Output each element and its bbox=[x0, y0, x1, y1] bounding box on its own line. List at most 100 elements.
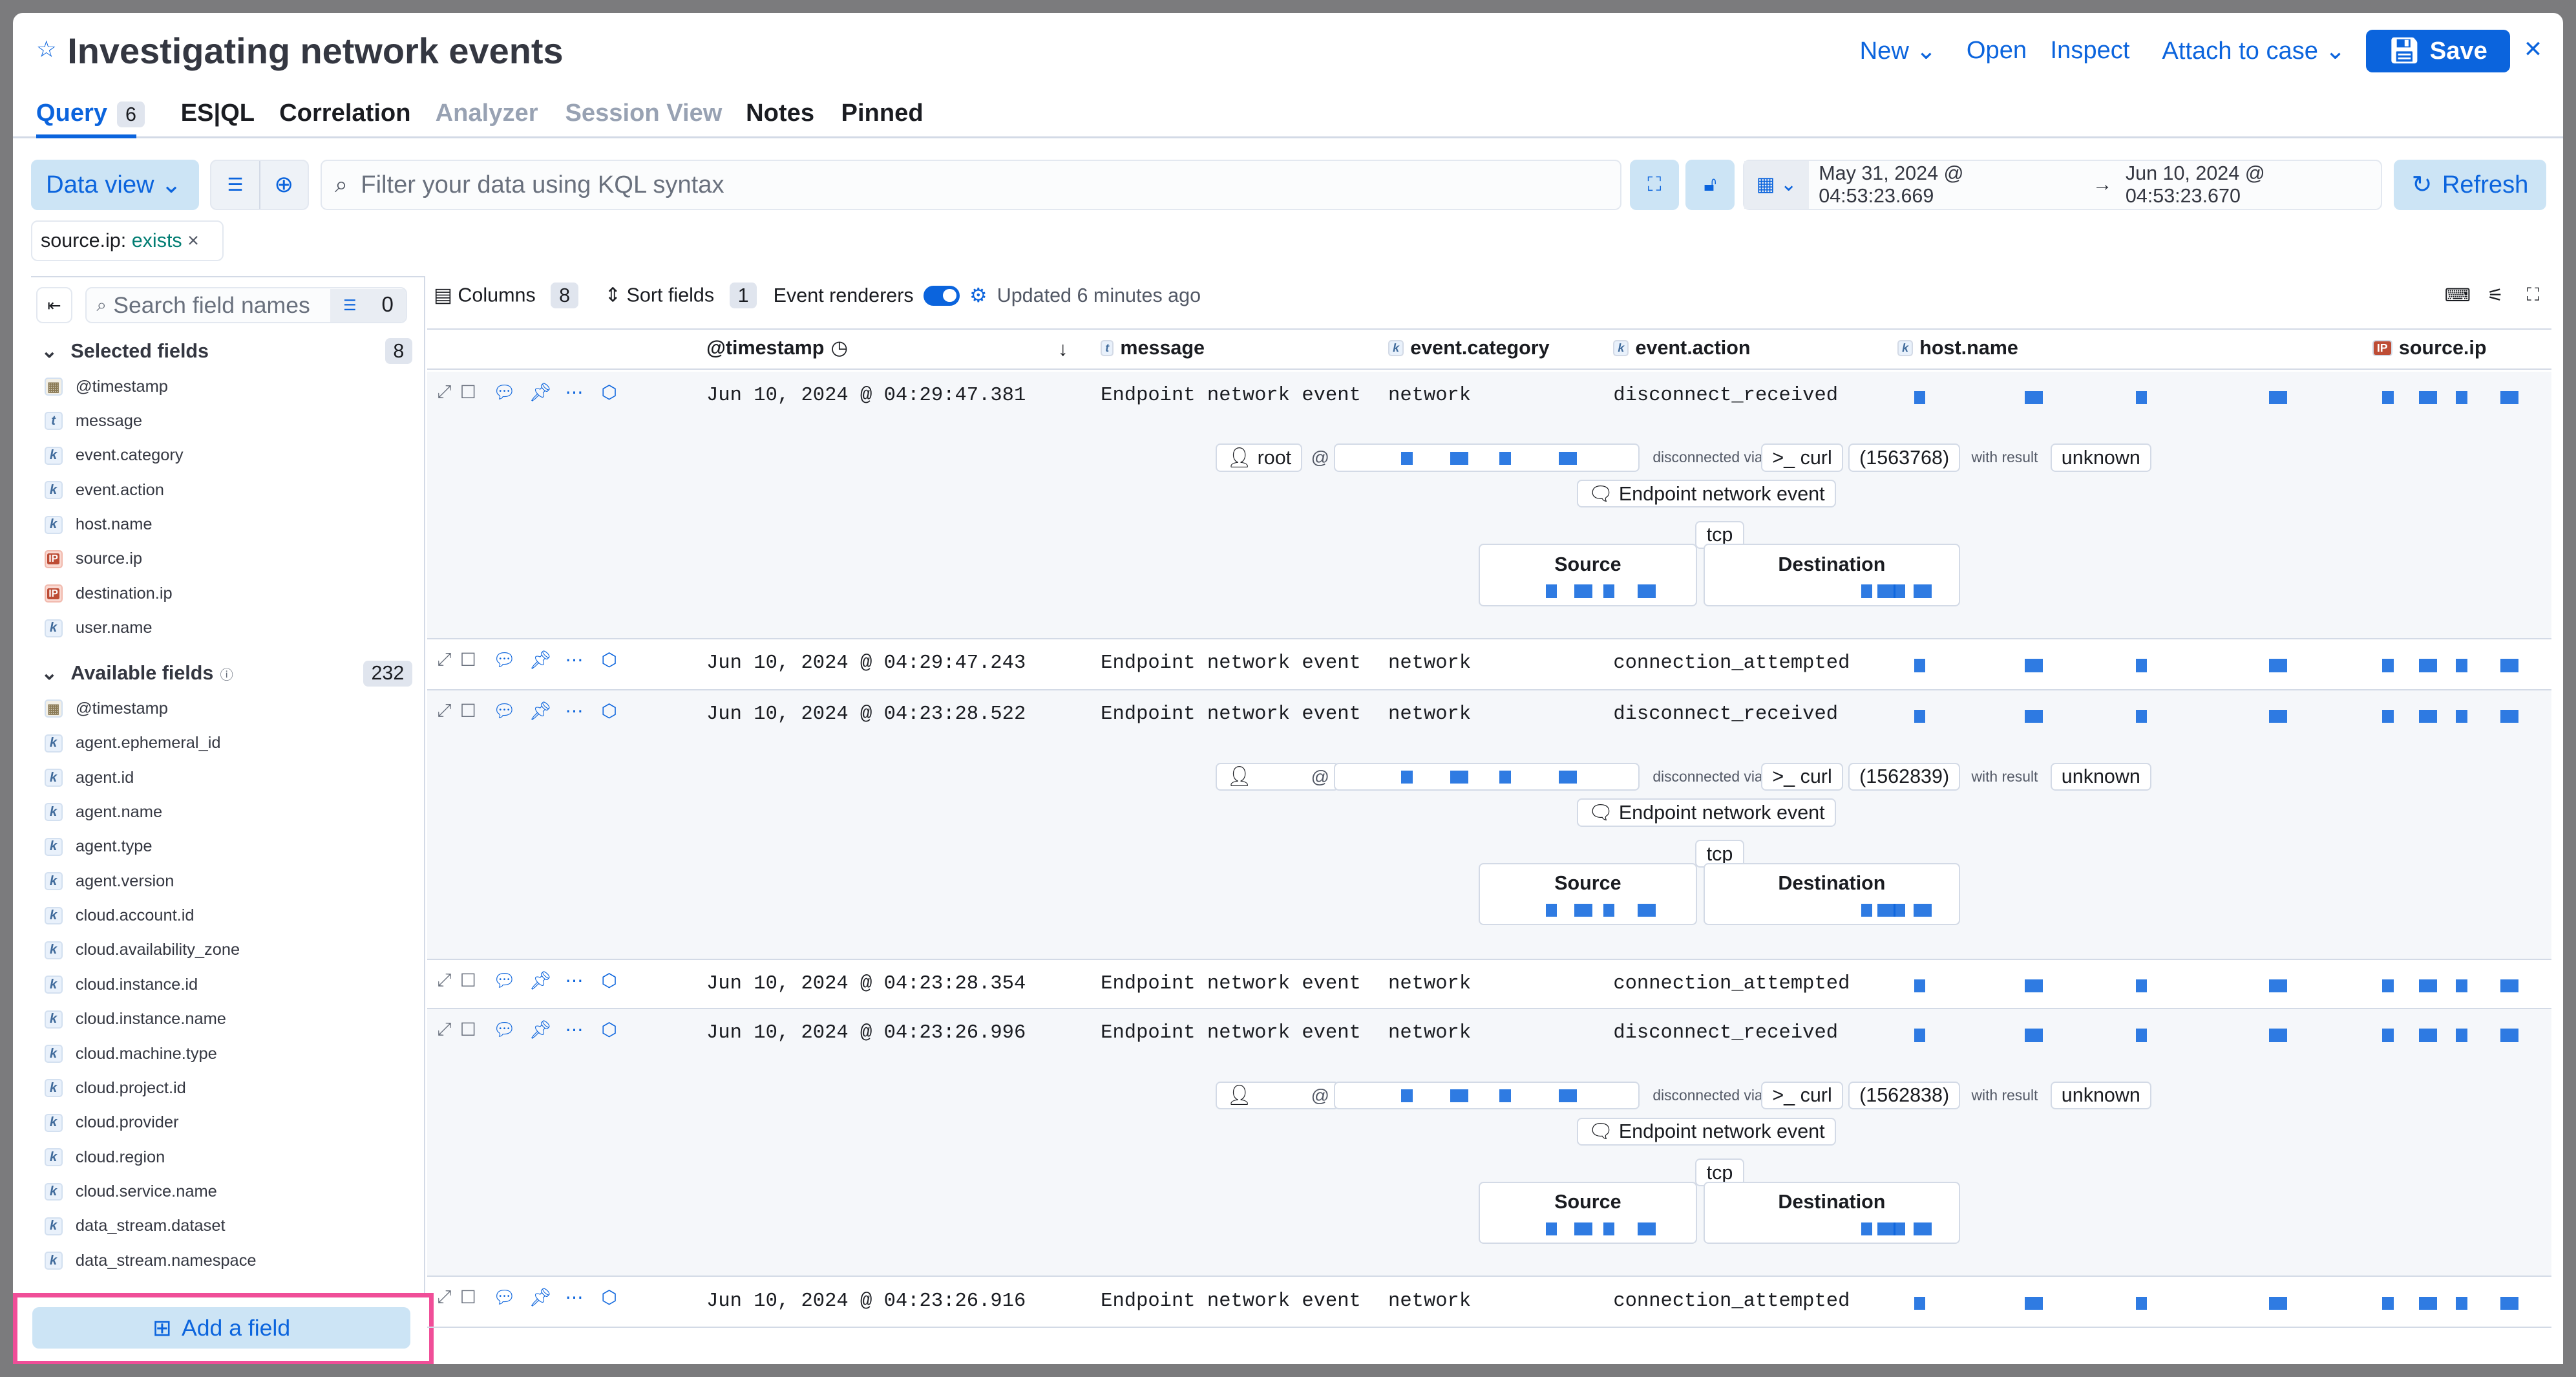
expand-icon[interactable]: ⤢ bbox=[437, 699, 452, 720]
add-filter-icon[interactable]: ⊕ bbox=[274, 171, 294, 198]
select-checkbox[interactable]: ☐ bbox=[459, 1019, 476, 1040]
help-icon[interactable]: ⓘ bbox=[220, 668, 233, 683]
column-header[interactable]: t message bbox=[1101, 337, 1205, 359]
remove-filter-icon[interactable]: × bbox=[187, 229, 199, 251]
expand-icon[interactable]: ⤢ bbox=[437, 969, 452, 990]
note-icon[interactable]: 💬︎ bbox=[492, 970, 516, 990]
selected-fields-header[interactable]: ⌄ Selected fields 8 bbox=[31, 333, 413, 369]
date-end[interactable]: Jun 10, 2024 @ 04:53:23.670 bbox=[2125, 162, 2265, 207]
field-item[interactable]: k data_stream.dataset bbox=[31, 1209, 412, 1243]
more-actions-icon[interactable]: ⋯ bbox=[565, 970, 584, 990]
field-item[interactable]: ▦ @timestamp bbox=[31, 692, 412, 726]
process-pill[interactable]: >_ curl bbox=[1761, 762, 1843, 791]
pid-pill[interactable]: (1562838) bbox=[1848, 1081, 1961, 1109]
analyze-event-icon[interactable]: ⬡ bbox=[601, 1019, 617, 1040]
field-item[interactable]: k event.category bbox=[31, 438, 412, 473]
process-pill[interactable]: >_ curl bbox=[1761, 443, 1843, 472]
table-row[interactable]: ⤢ ☐ 💬︎ 📌︎ ⋯ ⬡ Jun 10, 2024 @ 04:23:28.354 Endpo… bbox=[427, 960, 2551, 1009]
field-item[interactable]: IP source.ip bbox=[31, 542, 412, 576]
expand-icon[interactable]: ⤢ bbox=[437, 1286, 452, 1307]
columns-button[interactable]: ▤ Columns 8 bbox=[434, 283, 578, 309]
table-row[interactable]: ⤢ ☐ 💬︎ 📌︎ ⋯ ⬡ Jun 10, 2024 @ 04:29:47.243 Endpo… bbox=[427, 639, 2551, 690]
tab-pinned[interactable]: Pinned bbox=[841, 99, 924, 127]
result-pill[interactable]: unknown bbox=[2050, 762, 2152, 791]
analyze-event-icon[interactable]: ⬡ bbox=[601, 381, 617, 402]
event-renderers-toggle[interactable] bbox=[923, 286, 960, 306]
field-type-filter[interactable]: ☰ 0 bbox=[330, 288, 406, 322]
field-item[interactable]: k cloud.project.id bbox=[31, 1071, 412, 1105]
message-pill[interactable]: 🗨︎ Endpoint network event bbox=[1577, 798, 1836, 827]
query-builder-icon[interactable]: ⛶ bbox=[1629, 159, 1679, 211]
pin-icon[interactable]: 📌︎ bbox=[529, 1019, 553, 1040]
add-field-button[interactable]: ⊞ Add a field bbox=[32, 1307, 410, 1349]
message-pill[interactable]: 🗨︎ Endpoint network event bbox=[1577, 480, 1836, 508]
column-header[interactable]: k event.action bbox=[1613, 337, 1750, 359]
pin-icon[interactable]: 📌︎ bbox=[529, 381, 553, 402]
table-row[interactable]: ⤢ ☐ 💬︎ 📌︎ ⋯ ⬡ Jun 10, 2024 @ 04:23:28.522 Endpo… bbox=[427, 690, 2551, 960]
data-view-button[interactable]: Data view ⌄ bbox=[31, 159, 199, 211]
calendar-icon[interactable]: ▦ ⌄ bbox=[1744, 161, 1809, 209]
field-item[interactable]: k agent.ephemeral_id bbox=[31, 726, 412, 760]
sort-descending-icon[interactable]: ↓ bbox=[1058, 338, 1068, 361]
analyze-event-icon[interactable]: ⬡ bbox=[601, 700, 617, 721]
attach-to-case-button[interactable]: Attach to case ⌄ bbox=[2162, 36, 2346, 65]
field-item[interactable]: k cloud.provider bbox=[31, 1105, 412, 1140]
filter-pill[interactable]: source.ip: exists × bbox=[31, 220, 224, 262]
field-item[interactable]: k cloud.machine.type bbox=[31, 1036, 412, 1071]
expand-icon[interactable]: ⤢ bbox=[437, 1019, 452, 1040]
table-row[interactable]: ⤢ ☐ 💬︎ 📌︎ ⋯ ⬡ Jun 10, 2024 @ 04:23:26.916 Endpo… bbox=[427, 1277, 2551, 1328]
table-row[interactable]: ⤢ ☐ 💬︎ 📌︎ ⋯ ⬡ Jun 10, 2024 @ 04:29:47.381 Endpo… bbox=[427, 371, 2551, 639]
note-icon[interactable]: 💬︎ bbox=[492, 650, 516, 670]
tab-es-ql[interactable]: ES|QL bbox=[181, 99, 255, 127]
column-header[interactable]: IP source.ip bbox=[2372, 337, 2487, 359]
field-item[interactable]: IP destination.ip bbox=[31, 577, 412, 611]
select-checkbox[interactable]: ☐ bbox=[459, 700, 476, 721]
save-button[interactable]: 💾︎ Save bbox=[2365, 29, 2511, 72]
tab-correlation[interactable]: Correlation bbox=[279, 99, 410, 127]
analyze-event-icon[interactable]: ⬡ bbox=[601, 1287, 617, 1308]
field-item[interactable]: t message bbox=[31, 404, 412, 438]
field-item[interactable]: k agent.name bbox=[31, 795, 412, 829]
field-item[interactable]: k cloud.account.id bbox=[31, 899, 412, 933]
note-icon[interactable]: 💬︎ bbox=[492, 1287, 516, 1308]
field-item[interactable]: k cloud.instance.name bbox=[31, 1002, 412, 1036]
field-item[interactable]: k agent.version bbox=[31, 864, 412, 898]
pin-icon[interactable]: 📌︎ bbox=[529, 700, 553, 721]
user-name-pill[interactable]: 👤︎ root bbox=[1216, 443, 1303, 472]
tab-query[interactable]: Query 6 bbox=[36, 99, 145, 128]
pin-icon[interactable]: 📌︎ bbox=[529, 1287, 553, 1308]
available-fields-header[interactable]: ⌄ Available fields ⓘ 232 bbox=[31, 656, 413, 692]
field-item[interactable]: k agent.id bbox=[31, 760, 412, 795]
keyboard-icon[interactable]: ⌨ bbox=[2444, 284, 2471, 305]
select-checkbox[interactable]: ☐ bbox=[459, 1287, 476, 1308]
field-item[interactable]: k user.name bbox=[31, 611, 412, 645]
tab-analyzer[interactable]: Analyzer bbox=[436, 99, 538, 127]
tab-notes[interactable]: Notes bbox=[746, 99, 814, 127]
process-pill[interactable]: >_ curl bbox=[1761, 1081, 1843, 1109]
column-header[interactable]: k event.category bbox=[1388, 337, 1550, 359]
refresh-button[interactable]: ↻ Refresh bbox=[2393, 159, 2547, 211]
date-start[interactable]: May 31, 2024 @ 04:53:23.669 bbox=[1819, 162, 1964, 207]
field-item[interactable]: ▦ @timestamp bbox=[31, 369, 412, 403]
expand-icon[interactable]: ⤢ bbox=[437, 649, 452, 670]
note-icon[interactable]: 💬︎ bbox=[492, 700, 516, 721]
select-checkbox[interactable]: ☐ bbox=[459, 650, 476, 670]
more-actions-icon[interactable]: ⋯ bbox=[565, 650, 584, 670]
pin-icon[interactable]: 📌︎ bbox=[529, 650, 553, 670]
message-pill[interactable]: 🗨︎ Endpoint network event bbox=[1577, 1117, 1836, 1146]
more-actions-icon[interactable]: ⋯ bbox=[565, 1287, 584, 1308]
inspect-button[interactable]: Inspect bbox=[2050, 36, 2130, 64]
analyze-event-icon[interactable]: ⬡ bbox=[601, 970, 617, 990]
field-item[interactable]: k cloud.service.name bbox=[31, 1175, 412, 1209]
user-name-pill[interactable]: 👤︎ bbox=[1216, 1081, 1339, 1109]
pid-pill[interactable]: (1563768) bbox=[1848, 443, 1961, 472]
more-actions-icon[interactable]: ⋯ bbox=[565, 381, 584, 402]
field-item[interactable]: k cloud.availability_zone bbox=[31, 933, 412, 967]
sort-fields-button[interactable]: ⇕ Sort fields 1 bbox=[605, 283, 757, 309]
pin-icon[interactable]: 📌︎ bbox=[529, 970, 553, 990]
result-pill[interactable]: unknown bbox=[2050, 1081, 2152, 1109]
analyze-event-icon[interactable]: ⬡ bbox=[601, 650, 617, 670]
table-row[interactable]: ⤢ ☐ 💬︎ 📌︎ ⋯ ⬡ Jun 10, 2024 @ 04:23:26.996 Endpo… bbox=[427, 1009, 2551, 1277]
gear-icon[interactable]: ⚙ bbox=[969, 284, 987, 306]
expand-icon[interactable]: ⤢ bbox=[437, 381, 452, 401]
